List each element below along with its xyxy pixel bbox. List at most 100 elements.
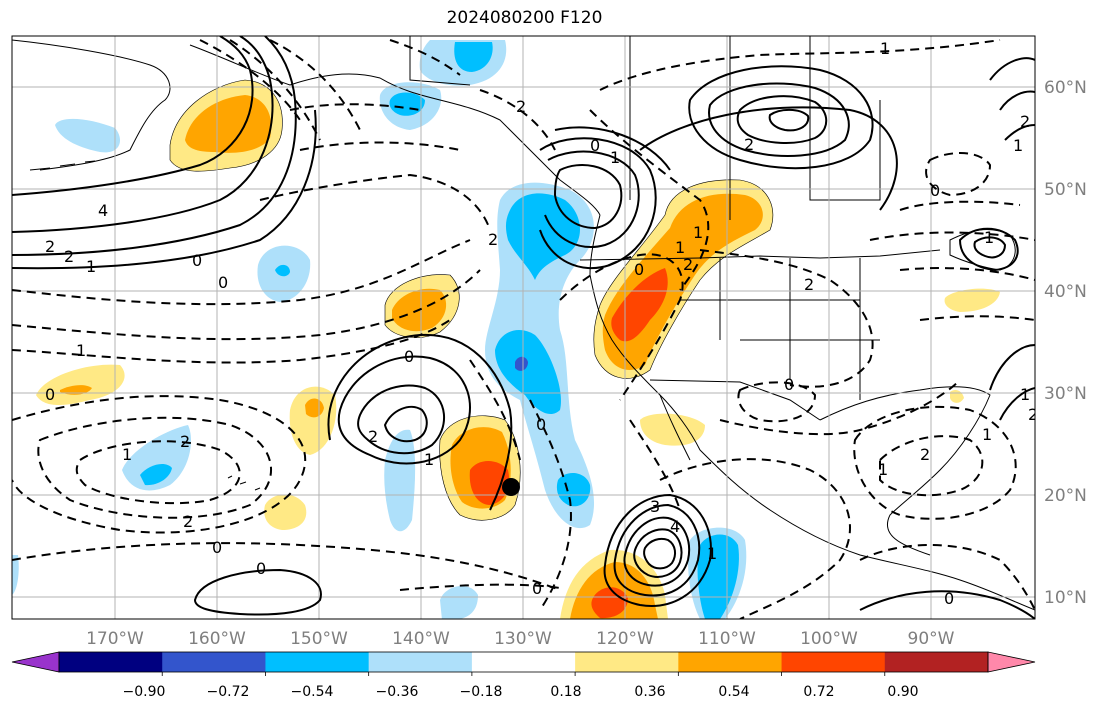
contour-labels: 1 4 2 2 1 0 0 1 0 0 2 1 2 1 0 0 2 2 1 0 … (45, 39, 1035, 608)
colorbar-extend-max (987, 651, 1036, 673)
lat-label: 30°N (1044, 384, 1087, 404)
lon-label: 140°W (392, 629, 450, 649)
colorbar-tick-labels: −0.90 −0.72 −0.54 −0.36 −0.18 0.18 0.36 … (123, 684, 919, 700)
cold-anomaly-dark (515, 356, 528, 371)
colorbar-tick-label: −0.72 (207, 684, 250, 700)
cold-anomaly-mid (556, 473, 591, 507)
contour-label: 0 (45, 385, 55, 404)
contour-label: 0 (634, 260, 644, 279)
colorbar-segment (368, 652, 473, 672)
lon-label: 170°W (86, 629, 144, 649)
canada-coast (409, 36, 471, 86)
warm-anomaly-yellow (264, 494, 307, 530)
contour-label: 0 (212, 538, 222, 557)
cold-anomaly-mid (697, 534, 739, 619)
hawaii-islands (227, 475, 261, 491)
contour-label: 4 (98, 201, 108, 220)
dashed-contours (12, 39, 1035, 619)
mexico-border (649, 379, 821, 421)
storm-position-dot (502, 478, 520, 496)
contour-label: 3 (650, 497, 660, 516)
warm-anomaly-red (591, 587, 628, 619)
contour-label: 2 (183, 512, 193, 531)
warm-anomaly-yellow (289, 386, 337, 455)
colorbar-segment (575, 652, 679, 672)
lon-label: 130°W (494, 629, 552, 649)
contour-label: 2 (45, 237, 55, 256)
cold-anomaly-mid (140, 464, 172, 486)
contour-label: 0 (404, 347, 414, 366)
warm-anomaly-orange (60, 385, 92, 395)
contour-label: 1 (86, 257, 96, 276)
colorbar-segment (59, 652, 163, 672)
contour-label: 0 (256, 559, 266, 578)
contour-label: 0 (536, 415, 546, 434)
graticule (12, 36, 1035, 619)
cold-anomaly-light (384, 429, 416, 532)
contour-label: 0 (930, 181, 940, 200)
contour-label: 1 (880, 39, 890, 58)
contour-label: 0 (590, 136, 600, 155)
contour-label: 2 (368, 427, 378, 446)
contour-label: 0 (944, 589, 954, 608)
colorbar-frame (58, 651, 989, 673)
contour-label: 0 (218, 273, 228, 292)
baja-coast (659, 394, 691, 461)
cold-anomaly-light (55, 118, 120, 153)
colorbar-segment (678, 652, 783, 672)
colorbar-tick-label: −0.36 (376, 684, 419, 700)
colorbar-tick-label: 0.72 (803, 684, 834, 700)
lat-label: 20°N (1044, 486, 1087, 506)
contour-label: 0 (532, 579, 542, 598)
contour-label: 2 (64, 247, 74, 266)
warm-anomaly-red (469, 461, 510, 505)
cold-anomaly-mid (275, 264, 290, 277)
colorbar-segment (884, 652, 989, 672)
lon-label: 90°W (908, 629, 955, 649)
contour-label: 1 (675, 238, 685, 257)
contour-label: 1 (1020, 385, 1030, 404)
contour-label: 2 (683, 255, 693, 274)
colorbar-tick-label: −0.90 (123, 684, 166, 700)
lon-label: 110°W (698, 629, 756, 649)
colorbar-extend-min (11, 651, 60, 673)
contour-label: 1 (424, 450, 434, 469)
colorbar-tick-label: 0.18 (550, 684, 581, 700)
contour-label: 1 (984, 228, 994, 247)
colorbar-tick-label: −0.54 (291, 684, 334, 700)
colorbar-tick-label: 0.90 (887, 684, 918, 700)
contour-label: 1 (1013, 136, 1023, 155)
contour-label: 2 (180, 432, 190, 451)
contour-label: 4 (670, 517, 680, 536)
contour-label: 2 (804, 275, 814, 294)
lat-label: 50°N (1044, 180, 1087, 200)
contour-label: 1 (982, 425, 992, 444)
lon-label: 150°W (290, 629, 348, 649)
colorbar-tick-label: −0.18 (460, 684, 503, 700)
alaska-coast (12, 39, 601, 216)
contour-label: 2 (516, 97, 526, 116)
cold-anomaly-light (12, 555, 19, 595)
colorbar-segment (162, 652, 266, 672)
aleutian-chain (29, 160, 96, 171)
lon-label: 120°W (596, 629, 654, 649)
us-west-coast (589, 214, 1035, 611)
cold-anomaly-light (440, 586, 478, 619)
contour-label: 1 (878, 460, 888, 479)
contour-label: 1 (693, 223, 703, 242)
map-title: 2024080200 F120 (446, 8, 603, 28)
contour-label: 1 (76, 341, 86, 360)
colorbar (11, 651, 1036, 676)
cold-anomaly-mid (454, 42, 493, 72)
gulf-of-mexico-coast (819, 386, 991, 556)
lat-label: 40°N (1044, 282, 1087, 302)
contour-label: 2 (488, 230, 498, 249)
colorbar-segment (471, 652, 576, 672)
contour-label: 0 (192, 251, 202, 270)
contour-label: 1 (610, 148, 620, 167)
solid-contours (12, 36, 1035, 619)
contour-label: 1 (122, 445, 132, 464)
lat-label: 10°N (1044, 588, 1087, 608)
colorbar-tick-label: 0.36 (634, 684, 665, 700)
